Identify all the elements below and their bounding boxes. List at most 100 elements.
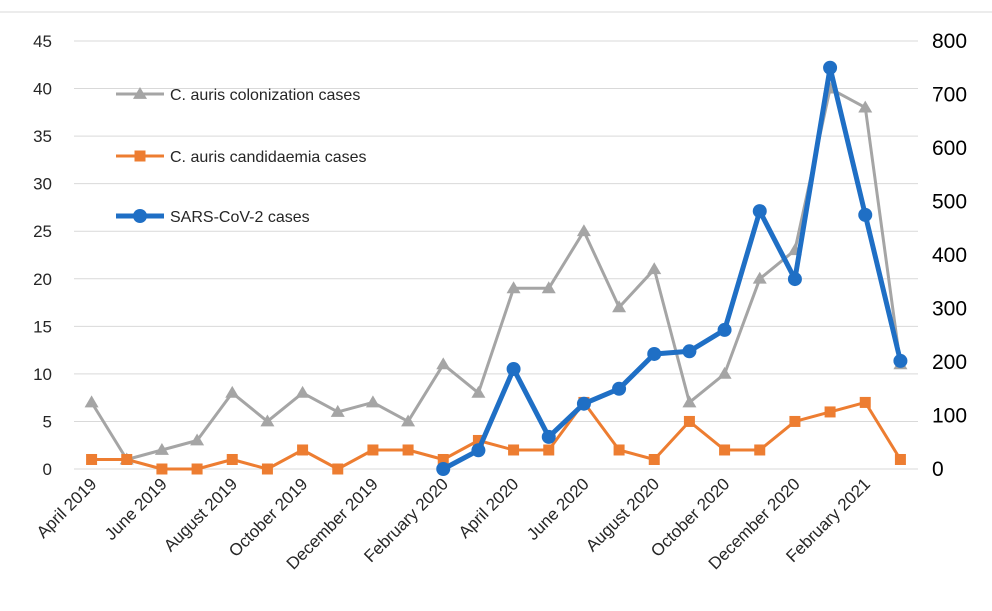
data-point	[647, 346, 662, 361]
data-point	[260, 414, 275, 427]
x-tick-label: April 2019	[33, 474, 101, 542]
data-point	[190, 433, 205, 446]
legend-item: SARS-CoV-2 cases	[116, 209, 310, 226]
legend-marker	[133, 209, 147, 223]
data-point	[401, 414, 416, 427]
data-point	[191, 463, 203, 475]
data-point	[86, 453, 98, 465]
left-tick-label: 25	[33, 222, 52, 241]
data-point	[541, 429, 556, 444]
data-point	[506, 281, 521, 294]
data-point	[858, 207, 873, 222]
right-tick-label: 200	[932, 351, 967, 374]
series-2	[86, 396, 906, 475]
left-tick-label: 0	[43, 460, 52, 479]
data-point	[508, 444, 520, 456]
left-tick-label: 30	[33, 175, 52, 194]
right-tick-label: 500	[932, 191, 967, 214]
data-point	[402, 444, 414, 456]
data-point	[752, 204, 767, 219]
left-tick-label: 10	[33, 365, 52, 384]
data-point	[261, 463, 273, 475]
data-point	[541, 281, 556, 294]
data-point	[506, 361, 521, 376]
right-tick-label: 300	[932, 298, 967, 321]
left-tick-label: 45	[33, 32, 52, 51]
left-tick-label: 20	[33, 270, 52, 289]
legend-label: C. auris colonization cases	[170, 87, 360, 104]
x-tick-label: June 2019	[101, 474, 171, 544]
data-point	[613, 444, 625, 456]
data-point	[471, 385, 486, 398]
gridlines	[74, 40, 918, 470]
data-point	[682, 395, 697, 408]
series-line	[90, 400, 902, 471]
right-tick-label: 800	[932, 30, 967, 53]
data-point	[436, 462, 451, 476]
data-point	[612, 300, 627, 313]
data-point	[893, 353, 908, 368]
data-point	[823, 60, 838, 75]
data-point	[437, 453, 449, 465]
data-point	[576, 224, 591, 237]
series-line	[440, 65, 903, 472]
data-point	[683, 415, 695, 427]
data-point	[647, 262, 662, 275]
data-point	[858, 100, 873, 113]
data-point	[297, 444, 309, 456]
data-point	[226, 453, 238, 465]
left-tick-label: 40	[33, 80, 52, 99]
legend-marker	[133, 87, 147, 99]
data-point	[648, 453, 660, 465]
left-tick-label: 35	[33, 127, 52, 146]
x-tick-label: June 2020	[523, 474, 593, 544]
data-point	[295, 385, 310, 398]
series-line	[90, 87, 902, 461]
x-tick-label: April 2020	[455, 474, 523, 542]
left-tick-label: 15	[33, 317, 52, 336]
legend-item: C. auris candidaemia cases	[116, 149, 367, 166]
data-point	[717, 366, 732, 379]
data-point	[894, 453, 906, 465]
right-tick-label: 400	[932, 244, 967, 267]
data-point	[121, 453, 133, 465]
legend: C. auris colonization cases C. auris cand…	[116, 87, 367, 226]
data-point	[789, 415, 801, 427]
data-point	[156, 463, 168, 475]
right-tick-label: 700	[932, 84, 967, 107]
data-point	[787, 272, 802, 287]
plot-area	[84, 60, 908, 476]
data-point	[436, 357, 451, 370]
right-axis: 0 100 200 300 400 500 600 700 800	[932, 30, 967, 481]
data-point	[612, 381, 627, 396]
legend-label: C. auris candidaemia cases	[170, 149, 367, 166]
data-point	[859, 396, 871, 408]
legend-label: SARS-CoV-2 cases	[170, 209, 310, 226]
right-tick-label: 600	[932, 137, 967, 160]
data-point	[682, 344, 697, 359]
data-point	[543, 444, 555, 456]
data-point	[84, 395, 99, 408]
legend-item: C. auris colonization cases	[116, 87, 360, 104]
data-point	[472, 434, 484, 446]
right-tick-label: 100	[932, 405, 967, 428]
series-3	[436, 60, 908, 476]
data-point	[471, 443, 486, 458]
data-point	[367, 444, 379, 456]
data-point	[225, 385, 240, 398]
data-point	[719, 444, 731, 456]
right-tick-label: 0	[932, 458, 944, 481]
left-axis: 0 5 10 15 20 25 30 35 40 45	[33, 32, 52, 479]
left-tick-label: 5	[43, 412, 52, 431]
data-point	[365, 395, 380, 408]
data-point	[717, 322, 732, 337]
data-point	[154, 442, 169, 455]
data-point	[824, 406, 836, 418]
data-point	[332, 463, 344, 475]
data-point	[752, 271, 767, 284]
legend-marker	[134, 150, 146, 162]
data-point	[576, 396, 591, 411]
data-point	[330, 404, 345, 417]
